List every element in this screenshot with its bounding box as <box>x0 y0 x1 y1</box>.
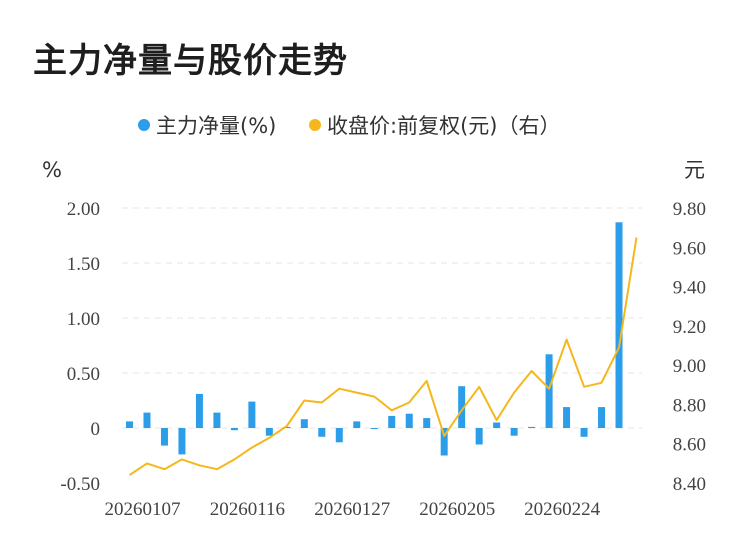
x-tick-label: 20260205 <box>419 499 495 520</box>
bar <box>615 222 623 428</box>
legend-label-bar: 主力净量(%) <box>156 114 276 138</box>
bar <box>353 421 361 428</box>
bar <box>528 426 536 428</box>
x-tick-label: 20260224 <box>524 499 601 520</box>
bar <box>283 426 291 428</box>
x-tick-label: 20260116 <box>210 499 285 520</box>
left-tick-label: 1.50 <box>67 254 100 275</box>
bar <box>248 401 256 428</box>
left-tick-label: 0.50 <box>67 364 100 385</box>
bar <box>230 428 238 431</box>
bar <box>493 422 501 428</box>
bar <box>510 428 518 436</box>
legend-label-line: 收盘价:前复权(元)（右） <box>327 114 560 138</box>
bar <box>335 428 343 443</box>
bar <box>300 419 308 428</box>
bar <box>160 428 168 446</box>
bar <box>440 428 448 456</box>
left-tick-label: 0 <box>91 419 101 440</box>
bar <box>318 428 326 437</box>
right-tick-label: 9.00 <box>673 356 706 377</box>
bar <box>126 421 133 428</box>
bar <box>598 407 606 428</box>
bar <box>195 393 203 428</box>
bar <box>405 413 413 428</box>
x-tick-label: 20260127 <box>314 499 390 520</box>
bar <box>370 428 378 430</box>
right-tick-label: 9.40 <box>673 278 706 299</box>
right-tick-label: 8.40 <box>673 474 706 495</box>
right-unit-label: 元 <box>684 158 705 182</box>
legend-marker-line <box>309 119 321 131</box>
right-tick-label: 9.80 <box>673 199 706 220</box>
bar <box>475 428 483 445</box>
right-tick-label: 8.80 <box>673 395 706 416</box>
bar-series <box>126 222 623 456</box>
line-series <box>128 237 638 476</box>
right-tick-label: 9.60 <box>673 238 706 259</box>
left-tick-label: 2.00 <box>67 199 100 220</box>
legend: 主力净量(%) 收盘价:前复权(元)（右） <box>138 114 560 138</box>
left-axis: -0.50 0 0.50 1.00 1.50 2.00 <box>60 199 100 495</box>
bar <box>580 428 588 437</box>
bar <box>178 428 186 455</box>
left-unit-label: % <box>42 158 62 182</box>
right-tick-label: 9.20 <box>673 317 706 338</box>
right-axis: 8.40 8.60 8.80 9.00 9.20 9.40 9.60 9.80 <box>673 199 706 495</box>
bar <box>143 412 151 428</box>
bar <box>458 386 466 428</box>
legend-marker-bar <box>138 119 150 131</box>
left-tick-label: 1.00 <box>67 309 100 330</box>
bar <box>265 428 273 436</box>
x-tick-label: 20260107 <box>105 499 181 520</box>
x-axis: 20260107 20260116 20260127 20260205 20260224 <box>105 499 601 520</box>
price-line <box>128 237 638 476</box>
bar <box>563 407 571 428</box>
bar <box>423 418 431 428</box>
left-tick-label: -0.50 <box>60 474 100 495</box>
right-tick-label: 8.60 <box>673 435 706 456</box>
bar <box>213 412 221 428</box>
bar <box>545 354 553 428</box>
bar <box>388 415 396 428</box>
chart-title: 主力净量与股价走势 <box>33 41 348 81</box>
